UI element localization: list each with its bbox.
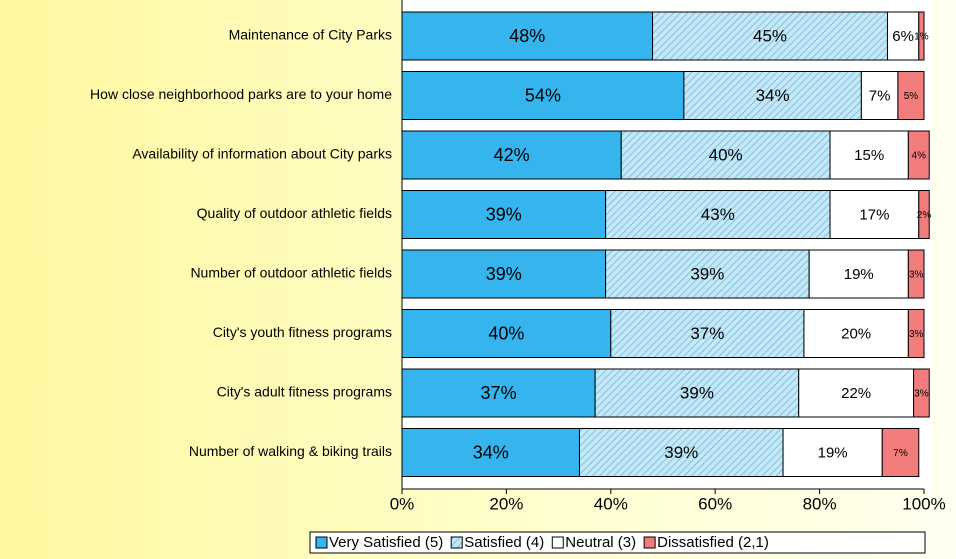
data-label: 42% <box>494 145 530 165</box>
bar-segment <box>803 309 909 358</box>
data-label: 48% <box>509 26 545 46</box>
bar-segment <box>401 309 612 358</box>
data-label: 1% <box>914 32 929 43</box>
category-label: City's adult fitness programs <box>217 384 392 400</box>
category-label: Maintenance of City Parks <box>229 27 392 43</box>
category-label: Quality of outdoor athletic fields <box>197 205 392 221</box>
data-label: 15% <box>854 147 884 164</box>
data-label: 39% <box>664 443 698 462</box>
bar-segment <box>605 190 831 239</box>
bar-segment <box>594 368 800 418</box>
bar-segment <box>683 71 862 120</box>
bar-segment <box>881 428 920 477</box>
bar-segment <box>782 428 883 477</box>
legend <box>309 531 926 554</box>
data-label: 2% <box>917 210 932 221</box>
category-label: Number of walking & biking trails <box>189 443 392 459</box>
bar-segment <box>605 249 810 299</box>
x-tick-label: 20% <box>489 494 523 513</box>
legend-swatch <box>450 536 463 549</box>
bar-segment <box>907 309 925 358</box>
category-label: Number of outdoor athletic fields <box>190 265 392 281</box>
bar-segment <box>918 11 925 61</box>
data-label: 22% <box>841 385 871 402</box>
bar-segment <box>829 130 909 180</box>
bar-segment <box>886 11 920 61</box>
data-label: 7% <box>893 448 908 459</box>
bar-segment <box>798 368 915 418</box>
data-label: 19% <box>844 266 874 283</box>
bar-segment <box>907 249 925 299</box>
bar-segment <box>620 130 831 180</box>
bar-segment <box>401 130 622 180</box>
data-label: 39% <box>690 264 724 283</box>
bar-segment <box>401 11 654 61</box>
data-label: 3% <box>914 389 929 400</box>
data-label: 37% <box>690 324 724 343</box>
data-label: 34% <box>756 86 790 105</box>
x-tick-label: 100% <box>902 494 945 513</box>
legend-label: Satisfied (4) <box>464 534 544 551</box>
data-label: 37% <box>481 383 517 403</box>
bar-segment <box>652 11 888 61</box>
legend-label: Neutral (3) <box>565 534 636 551</box>
category-label: City's youth fitness programs <box>213 324 392 340</box>
data-label: 17% <box>859 206 889 223</box>
bar-segment <box>401 249 607 299</box>
data-label: 39% <box>486 264 522 284</box>
data-label: 39% <box>486 204 522 224</box>
legend-label: Dissatisfied (2,1) <box>657 534 769 551</box>
x-tick-label: 60% <box>698 494 732 513</box>
data-label: 6% <box>892 28 914 45</box>
x-tick-label: 80% <box>803 494 837 513</box>
data-label: 5% <box>904 91 919 102</box>
data-label: 7% <box>869 87 891 104</box>
legend-swatch <box>551 536 564 549</box>
data-label: 4% <box>912 151 927 162</box>
bar-segment <box>913 368 930 418</box>
data-label: 19% <box>818 444 848 461</box>
bar-segment <box>918 190 930 239</box>
data-label: 54% <box>525 85 561 105</box>
bar-segment <box>401 190 607 239</box>
data-label: 3% <box>909 329 924 340</box>
x-tick-label: 0% <box>390 494 415 513</box>
data-label: 45% <box>753 26 787 45</box>
bar-segment <box>860 71 899 120</box>
legend-label: Very Satisfied (5) <box>329 534 443 551</box>
data-label: 3% <box>909 270 924 281</box>
category-label: Availability of information about City p… <box>132 146 392 162</box>
data-label: 40% <box>709 145 743 164</box>
bar-segment <box>829 190 920 239</box>
data-label: 34% <box>473 442 509 462</box>
x-tick-label: 40% <box>594 494 628 513</box>
data-label: 43% <box>701 205 735 224</box>
bar-segment <box>897 71 925 120</box>
bar-segment <box>907 130 930 180</box>
bar-segment <box>401 428 580 477</box>
bar-segment <box>578 428 784 477</box>
bar-segment <box>401 368 596 418</box>
category-label: How close neighborhood parks are to your… <box>90 86 392 102</box>
legend-swatch <box>315 536 328 549</box>
bar-segment <box>808 249 909 299</box>
data-label: 40% <box>488 323 524 343</box>
bar-segment <box>610 309 805 358</box>
legend-swatch <box>643 536 656 549</box>
bar-segment <box>401 71 685 120</box>
data-label: 20% <box>841 325 871 342</box>
data-label: 39% <box>680 383 714 402</box>
